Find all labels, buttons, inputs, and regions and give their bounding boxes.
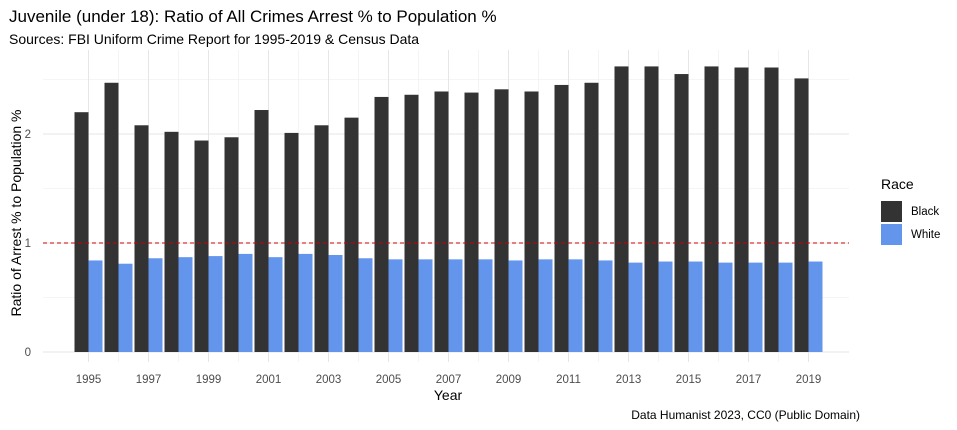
bar-white-2014: [658, 261, 673, 352]
bar-white-2011: [568, 259, 583, 352]
bar-white-1996: [118, 263, 133, 352]
bar-white-1995: [88, 260, 103, 352]
bar-black-2007: [434, 91, 449, 353]
bar-black-2018: [764, 67, 779, 352]
bar-black-2009: [494, 89, 509, 352]
bar-white-2002: [298, 253, 313, 352]
chart-caption: Data Humanist 2023, CC0 (Public Domain): [631, 408, 860, 422]
bar-black-2012: [584, 82, 599, 353]
bar-white-2005: [388, 259, 403, 352]
x-tick-label: 2009: [496, 374, 522, 386]
legend-title: Race: [881, 176, 914, 192]
bar-white-2004: [358, 258, 373, 352]
x-tick-label: 2013: [616, 374, 642, 386]
bars: [74, 66, 823, 353]
bar-black-1996: [104, 82, 119, 353]
bar-white-2016: [718, 262, 733, 352]
bar-white-2019: [808, 261, 823, 352]
bar-black-1998: [164, 131, 179, 352]
bar-white-2008: [478, 259, 493, 352]
bar-white-2010: [538, 259, 553, 352]
bar-black-2005: [374, 96, 389, 352]
y-tick-label: 0: [25, 347, 31, 359]
chart-subtitle: Sources: FBI Uniform Crime Report for 19…: [9, 31, 420, 47]
bar-white-2015: [688, 261, 703, 352]
x-tick-label: 1995: [76, 374, 102, 386]
x-tick-label: 2005: [376, 374, 402, 386]
x-tick-label: 2015: [676, 374, 702, 386]
bar-white-2013: [628, 262, 643, 352]
bar-white-2017: [748, 262, 763, 352]
bar-black-2006: [404, 94, 419, 352]
bar-black-1997: [134, 125, 149, 352]
bar-black-2001: [254, 110, 269, 353]
x-tick-label: 2017: [736, 374, 762, 386]
x-tick-label: 2003: [316, 374, 342, 386]
bar-white-2018: [778, 262, 793, 352]
x-tick-label: 1999: [196, 374, 222, 386]
bar-white-2012: [598, 260, 613, 352]
bar-white-1997: [148, 258, 163, 352]
bar-white-1998: [178, 257, 193, 352]
bar-black-1995: [74, 112, 89, 352]
legend-item-black: Black: [881, 200, 940, 223]
legend-swatch-black: [881, 201, 902, 222]
legend-swatch-white: [881, 224, 902, 245]
bar-black-2010: [524, 91, 539, 353]
y-tick-label: 1: [25, 238, 31, 250]
chart-title: Juvenile (under 18): Ratio of All Crimes…: [9, 7, 497, 26]
bar-black-2000: [224, 137, 239, 352]
bar-black-2011: [554, 84, 569, 352]
x-tick-label: 2011: [556, 374, 581, 386]
bar-white-2006: [418, 259, 433, 352]
bar-white-2003: [328, 254, 343, 352]
bar-white-2000: [238, 253, 253, 352]
legend-label-black: Black: [911, 205, 940, 218]
bar-black-2003: [314, 125, 329, 352]
bar-black-2013: [614, 66, 629, 353]
legend: Race Black White: [881, 176, 940, 246]
bar-black-2004: [344, 117, 359, 353]
x-tick-label: 2007: [436, 374, 462, 386]
bar-white-2007: [448, 259, 463, 352]
x-tick-labels: 1995 1997 1999 2001 2003 2005 2007 2009 2011 2013…: [76, 374, 822, 386]
y-tick-labels: 0 1 2: [25, 129, 31, 359]
legend-item-white: White: [881, 223, 940, 246]
bar-black-2002: [284, 132, 299, 352]
bar-white-2009: [508, 260, 523, 352]
bar-black-2015: [674, 74, 689, 353]
x-tick-label: 1997: [136, 374, 162, 386]
x-tick-label: 2019: [796, 374, 822, 386]
legend-label-white: White: [911, 228, 941, 241]
bar-black-1999: [194, 140, 209, 352]
bar-white-2001: [268, 257, 283, 352]
bar-white-1999: [208, 256, 223, 352]
bar-black-2017: [734, 67, 749, 352]
bar-black-2019: [794, 78, 809, 352]
bar-black-2008: [464, 92, 479, 352]
x-axis-title: Year: [433, 387, 463, 403]
y-tick-label: 2: [25, 129, 31, 141]
x-tick-label: 2001: [256, 374, 282, 386]
bar-black-2014: [644, 66, 659, 353]
bar-black-2016: [704, 66, 719, 353]
